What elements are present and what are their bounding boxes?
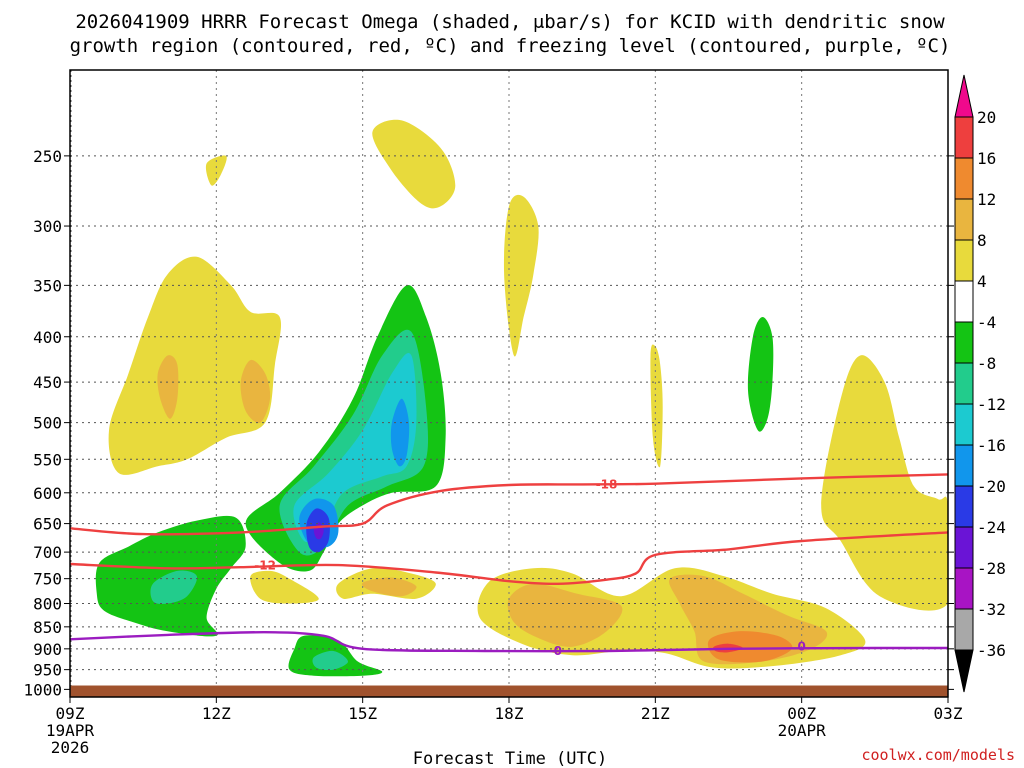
- credit-text: coolwx.com/models: [861, 746, 1015, 764]
- ytick-label-550: 550: [33, 450, 62, 469]
- contour-label-dgz-12c-0: -12: [254, 559, 276, 573]
- colorbar-tick--32: -32: [977, 600, 1006, 619]
- ground-surface: [70, 685, 948, 697]
- colorbar-bin-8: [954, 444, 974, 487]
- colorbar-bin-7: [954, 403, 974, 446]
- ytick-label-850: 850: [33, 618, 62, 637]
- omega-region-orange-18z: [507, 583, 623, 647]
- colorbar-bin-1: [954, 157, 974, 200]
- ytick-label-750: 750: [33, 570, 62, 589]
- colorbar-bin-10: [954, 526, 974, 569]
- colorbar-bin-0: [954, 116, 974, 159]
- colorbar-tick--12: -12: [977, 395, 1006, 414]
- omega-region-orange-small-15z: [361, 577, 417, 597]
- colorbar-tick--36: -36: [977, 641, 1006, 660]
- colorbar-bin-9: [954, 485, 974, 528]
- xtick-sub2-09Z: 2026: [51, 738, 90, 757]
- xtick-label-15Z: 15Z: [348, 704, 377, 723]
- colorbar-tick-20: 20: [977, 108, 996, 127]
- grid-lines: [70, 70, 948, 697]
- colorbar-bin-6: [954, 362, 974, 405]
- ytick-label-700: 700: [33, 543, 62, 562]
- colorbar-tick-8: 8: [977, 231, 987, 250]
- omega-region-yellow-small-13z: [250, 570, 319, 604]
- colorbar-tick--28: -28: [977, 559, 1006, 578]
- colorbar: 20 16 12 8 4 -4 -8 -12 -16 -20 -24 -28 -32 -36: [954, 74, 1006, 693]
- colorbar-bin-2: [954, 198, 974, 241]
- colorbar-bin-3: [954, 239, 974, 282]
- omega-region-yellow-upper-left: [205, 155, 227, 186]
- contour-label-dgz-18c-0: -18: [596, 477, 618, 491]
- omega-region-teal-bottom: [312, 650, 348, 671]
- omega-region-yellow-streak-18z: [503, 194, 539, 357]
- ytick-label-650: 650: [33, 515, 62, 534]
- colorbar-tick-12: 12: [977, 190, 996, 209]
- colorbar-tick--4: -4: [977, 313, 996, 332]
- omega-region-yellow-thin-21z: [650, 344, 663, 468]
- colorbar-bin-12: [954, 608, 974, 651]
- xtick-sub1-09Z: 19APR: [46, 721, 95, 740]
- xtick-label-03Z: 03Z: [934, 704, 963, 723]
- colorbar-tick-16: 16: [977, 149, 996, 168]
- colorbar-tick--24: -24: [977, 518, 1006, 537]
- ytick-label-900: 900: [33, 640, 62, 659]
- y-axis-ticks: 250 300 350 400 450 500 550 600 650 700 750 800 850 9…: [23, 147, 954, 699]
- omega-region-blue-plume-upper: [390, 398, 410, 467]
- temperature-contours: -18 -12 0 0: [70, 473, 948, 658]
- xtick-label-12Z: 12Z: [202, 704, 231, 723]
- ytick-label-950: 950: [33, 661, 62, 680]
- colorbar-bin-11: [954, 567, 974, 610]
- omega-region-green-upper-right: [747, 317, 774, 432]
- omega-region-orange-dark-22z: [707, 631, 793, 663]
- ytick-label-1000: 1000: [23, 680, 62, 699]
- omega-region-yellow-top-center: [372, 119, 456, 209]
- contour-dgz-18c: [70, 473, 948, 536]
- xtick-label-00Z: 00Z: [787, 704, 816, 723]
- ytick-label-250: 250: [33, 147, 62, 166]
- colorbar-tick--16: -16: [977, 436, 1006, 455]
- colorbar-bin-5: [954, 321, 974, 364]
- chart-title-line2: growth region (contoured, red, ºC) and f…: [70, 35, 951, 57]
- colorbar-bin-4: [954, 280, 974, 323]
- contour-label-freezing-level-0c-0: 0: [554, 644, 562, 658]
- ytick-label-600: 600: [33, 484, 62, 503]
- omega-region-orange-left-1: [157, 355, 179, 419]
- xtick-label-18Z: 18Z: [495, 704, 524, 723]
- contour-label-freezing-level-0c-1: 0: [797, 640, 805, 654]
- xtick-label-09Z: 09Z: [56, 704, 85, 723]
- ytick-label-400: 400: [33, 328, 62, 347]
- ytick-label-350: 350: [33, 276, 62, 295]
- ytick-label-300: 300: [33, 217, 62, 236]
- colorbar-bottom-arrow: [954, 649, 974, 693]
- colorbar-top-arrow: [954, 74, 974, 118]
- ytick-label-450: 450: [33, 373, 62, 392]
- ytick-label-500: 500: [33, 414, 62, 433]
- contour-freezing-level-0c: [70, 630, 948, 653]
- omega-region-yellow-right-upper: [821, 355, 948, 611]
- xtick-sub1-00Z: 20APR: [778, 721, 827, 740]
- xtick-label-21Z: 21Z: [641, 704, 670, 723]
- omega-region-orange-left-2: [240, 359, 271, 423]
- colorbar-tick--20: -20: [977, 477, 1006, 496]
- ytick-label-800: 800: [33, 595, 62, 614]
- chart-title-line1: 2026041909 HRRR Forecast Omega (shaded, …: [75, 11, 945, 33]
- omega-region-yellow-big-left: [108, 256, 282, 475]
- colorbar-tick--8: -8: [977, 354, 996, 373]
- omega-region-cyan-plume: [293, 353, 417, 543]
- omega-shading: [95, 119, 948, 677]
- colorbar-tick-4: 4: [977, 272, 987, 291]
- x-axis-label: Forecast Time (UTC): [413, 749, 607, 768]
- contour-dgz-12c: [70, 531, 948, 586]
